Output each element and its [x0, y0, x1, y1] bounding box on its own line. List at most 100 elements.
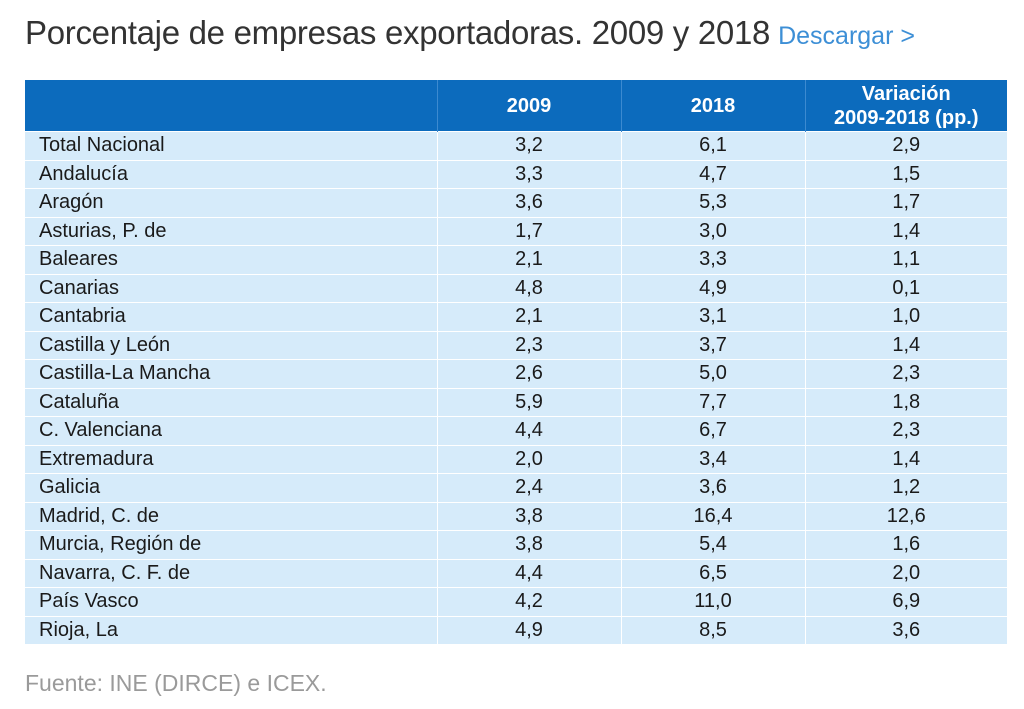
value-2009-cell: 4,4	[437, 416, 622, 445]
value-2018-cell: 3,6	[621, 473, 806, 502]
value-2009-cell: 4,8	[437, 273, 622, 303]
source-note: Fuente: INE (DIRCE) e ICEX.	[25, 670, 327, 696]
value-2018-cell: 8,5	[621, 615, 806, 644]
variation-cell: 2,9	[805, 131, 1007, 160]
table-row: Cantabria 2,1 3,1 1,0	[25, 302, 1007, 331]
table-row: País Vasco 4,2 11,0 6,9	[25, 587, 1007, 616]
variation-cell: 1,7	[805, 188, 1007, 217]
value-2018-cell: 4,7	[621, 159, 806, 189]
table-row: C. Valenciana 4,4 6,7 2,3	[25, 416, 1007, 445]
value-2018-cell: 6,1	[621, 131, 806, 160]
region-cell: Madrid, C. de	[25, 501, 438, 531]
value-2009-cell: 4,9	[437, 615, 622, 644]
variation-cell: 1,5	[805, 159, 1007, 189]
table-row: Baleares 2,1 3,3 1,1	[25, 245, 1007, 274]
value-2018-cell: 5,4	[621, 530, 806, 559]
value-2018-cell: 6,5	[621, 558, 806, 588]
region-cell: País Vasco	[25, 587, 438, 616]
header-variation-label: Variación 2009-2018 (pp.)	[833, 82, 979, 129]
table-row: Cataluña 5,9 7,7 1,8	[25, 387, 1007, 417]
variation-cell: 1,6	[805, 530, 1007, 559]
value-2009-cell: 2,0	[437, 444, 622, 474]
page-title: Porcentaje de empresas exportadoras. 200…	[25, 14, 771, 51]
value-2009-cell: 3,3	[437, 159, 622, 189]
table-row: Aragón 3,6 5,3 1,7	[25, 188, 1007, 217]
value-2009-cell: 4,2	[437, 587, 622, 616]
region-cell: Castilla y León	[25, 330, 438, 360]
variation-cell: 1,1	[805, 245, 1007, 274]
value-2018-cell: 7,7	[621, 387, 806, 417]
region-cell: Navarra, C. F. de	[25, 558, 438, 588]
region-cell: Aragón	[25, 188, 438, 217]
variation-cell: 12,6	[805, 501, 1007, 531]
table-row: Madrid, C. de 3,8 16,4 12,6	[25, 501, 1007, 531]
variation-cell: 6,9	[805, 587, 1007, 616]
table-row: Navarra, C. F. de 4,4 6,5 2,0	[25, 558, 1007, 588]
value-2018-cell: 5,0	[621, 359, 806, 388]
value-2018-cell: 4,9	[621, 273, 806, 303]
value-2018-cell: 3,0	[621, 216, 806, 246]
value-2009-cell: 4,4	[437, 558, 622, 588]
region-cell: Murcia, Región de	[25, 530, 438, 559]
variation-cell: 3,6	[805, 615, 1007, 644]
variation-cell: 1,2	[805, 473, 1007, 502]
table-row: Extremadura 2,0 3,4 1,4	[25, 444, 1007, 474]
value-2018-cell: 6,7	[621, 416, 806, 445]
variation-cell: 1,4	[805, 216, 1007, 246]
header-cell-region	[25, 80, 438, 132]
table-row: Castilla y León 2,3 3,7 1,4	[25, 330, 1007, 360]
region-cell: Galicia	[25, 473, 438, 502]
region-cell: Extremadura	[25, 444, 438, 474]
table-row: Castilla-La Mancha 2,6 5,0 2,3	[25, 359, 1007, 388]
value-2009-cell: 3,6	[437, 188, 622, 217]
region-cell: Total Nacional	[25, 131, 438, 160]
value-2009-cell: 3,8	[437, 530, 622, 559]
variation-cell: 1,8	[805, 387, 1007, 417]
region-cell: Asturias, P. de	[25, 216, 438, 246]
region-cell: Andalucía	[25, 159, 438, 189]
region-cell: C. Valenciana	[25, 416, 438, 445]
value-2009-cell: 2,4	[437, 473, 622, 502]
variation-cell: 2,0	[805, 558, 1007, 588]
header-cell-2018: 2018	[621, 80, 806, 132]
variation-cell: 0,1	[805, 273, 1007, 303]
region-cell: Rioja, La	[25, 615, 438, 644]
value-2009-cell: 3,8	[437, 501, 622, 531]
value-2009-cell: 5,9	[437, 387, 622, 417]
region-cell: Cantabria	[25, 302, 438, 331]
table-header-row: 2009 2018 Variación 2009-2018 (pp.)	[25, 80, 1007, 132]
header-cell-2009: 2009	[437, 80, 622, 132]
value-2018-cell: 5,3	[621, 188, 806, 217]
table-row: Asturias, P. de 1,7 3,0 1,4	[25, 216, 1007, 246]
value-2009-cell: 1,7	[437, 216, 622, 246]
value-2009-cell: 2,3	[437, 330, 622, 360]
value-2018-cell: 3,1	[621, 302, 806, 331]
table-row: Galicia 2,4 3,6 1,2	[25, 473, 1007, 502]
value-2009-cell: 3,2	[437, 131, 622, 160]
value-2009-cell: 2,6	[437, 359, 622, 388]
header-cell-variation: Variación 2009-2018 (pp.)	[805, 80, 1007, 132]
region-cell: Cataluña	[25, 387, 438, 417]
table-row: Murcia, Región de 3,8 5,4 1,6	[25, 530, 1007, 559]
download-link[interactable]: Descargar >	[778, 22, 915, 50]
region-cell: Baleares	[25, 245, 438, 274]
table-row: Canarias 4,8 4,9 0,1	[25, 273, 1007, 303]
variation-cell: 1,0	[805, 302, 1007, 331]
region-cell: Castilla-La Mancha	[25, 359, 438, 388]
value-2018-cell: 3,3	[621, 245, 806, 274]
variation-cell: 2,3	[805, 359, 1007, 388]
table-row: Total Nacional 3,2 6,1 2,9	[25, 131, 1007, 160]
value-2018-cell: 11,0	[621, 587, 806, 616]
table-row: Andalucía 3,3 4,7 1,5	[25, 159, 1007, 189]
variation-cell: 1,4	[805, 330, 1007, 360]
variation-cell: 1,4	[805, 444, 1007, 474]
value-2018-cell: 16,4	[621, 501, 806, 531]
value-2009-cell: 2,1	[437, 302, 622, 331]
value-2018-cell: 3,4	[621, 444, 806, 474]
value-2009-cell: 2,1	[437, 245, 622, 274]
variation-cell: 2,3	[805, 416, 1007, 445]
title-row: Porcentaje de empresas exportadoras. 200…	[25, 14, 915, 58]
table-row: Rioja, La 4,9 8,5 3,6	[25, 615, 1007, 644]
region-cell: Canarias	[25, 273, 438, 303]
data-table: 2009 2018 Variación 2009-2018 (pp.) Total…	[25, 80, 1007, 644]
